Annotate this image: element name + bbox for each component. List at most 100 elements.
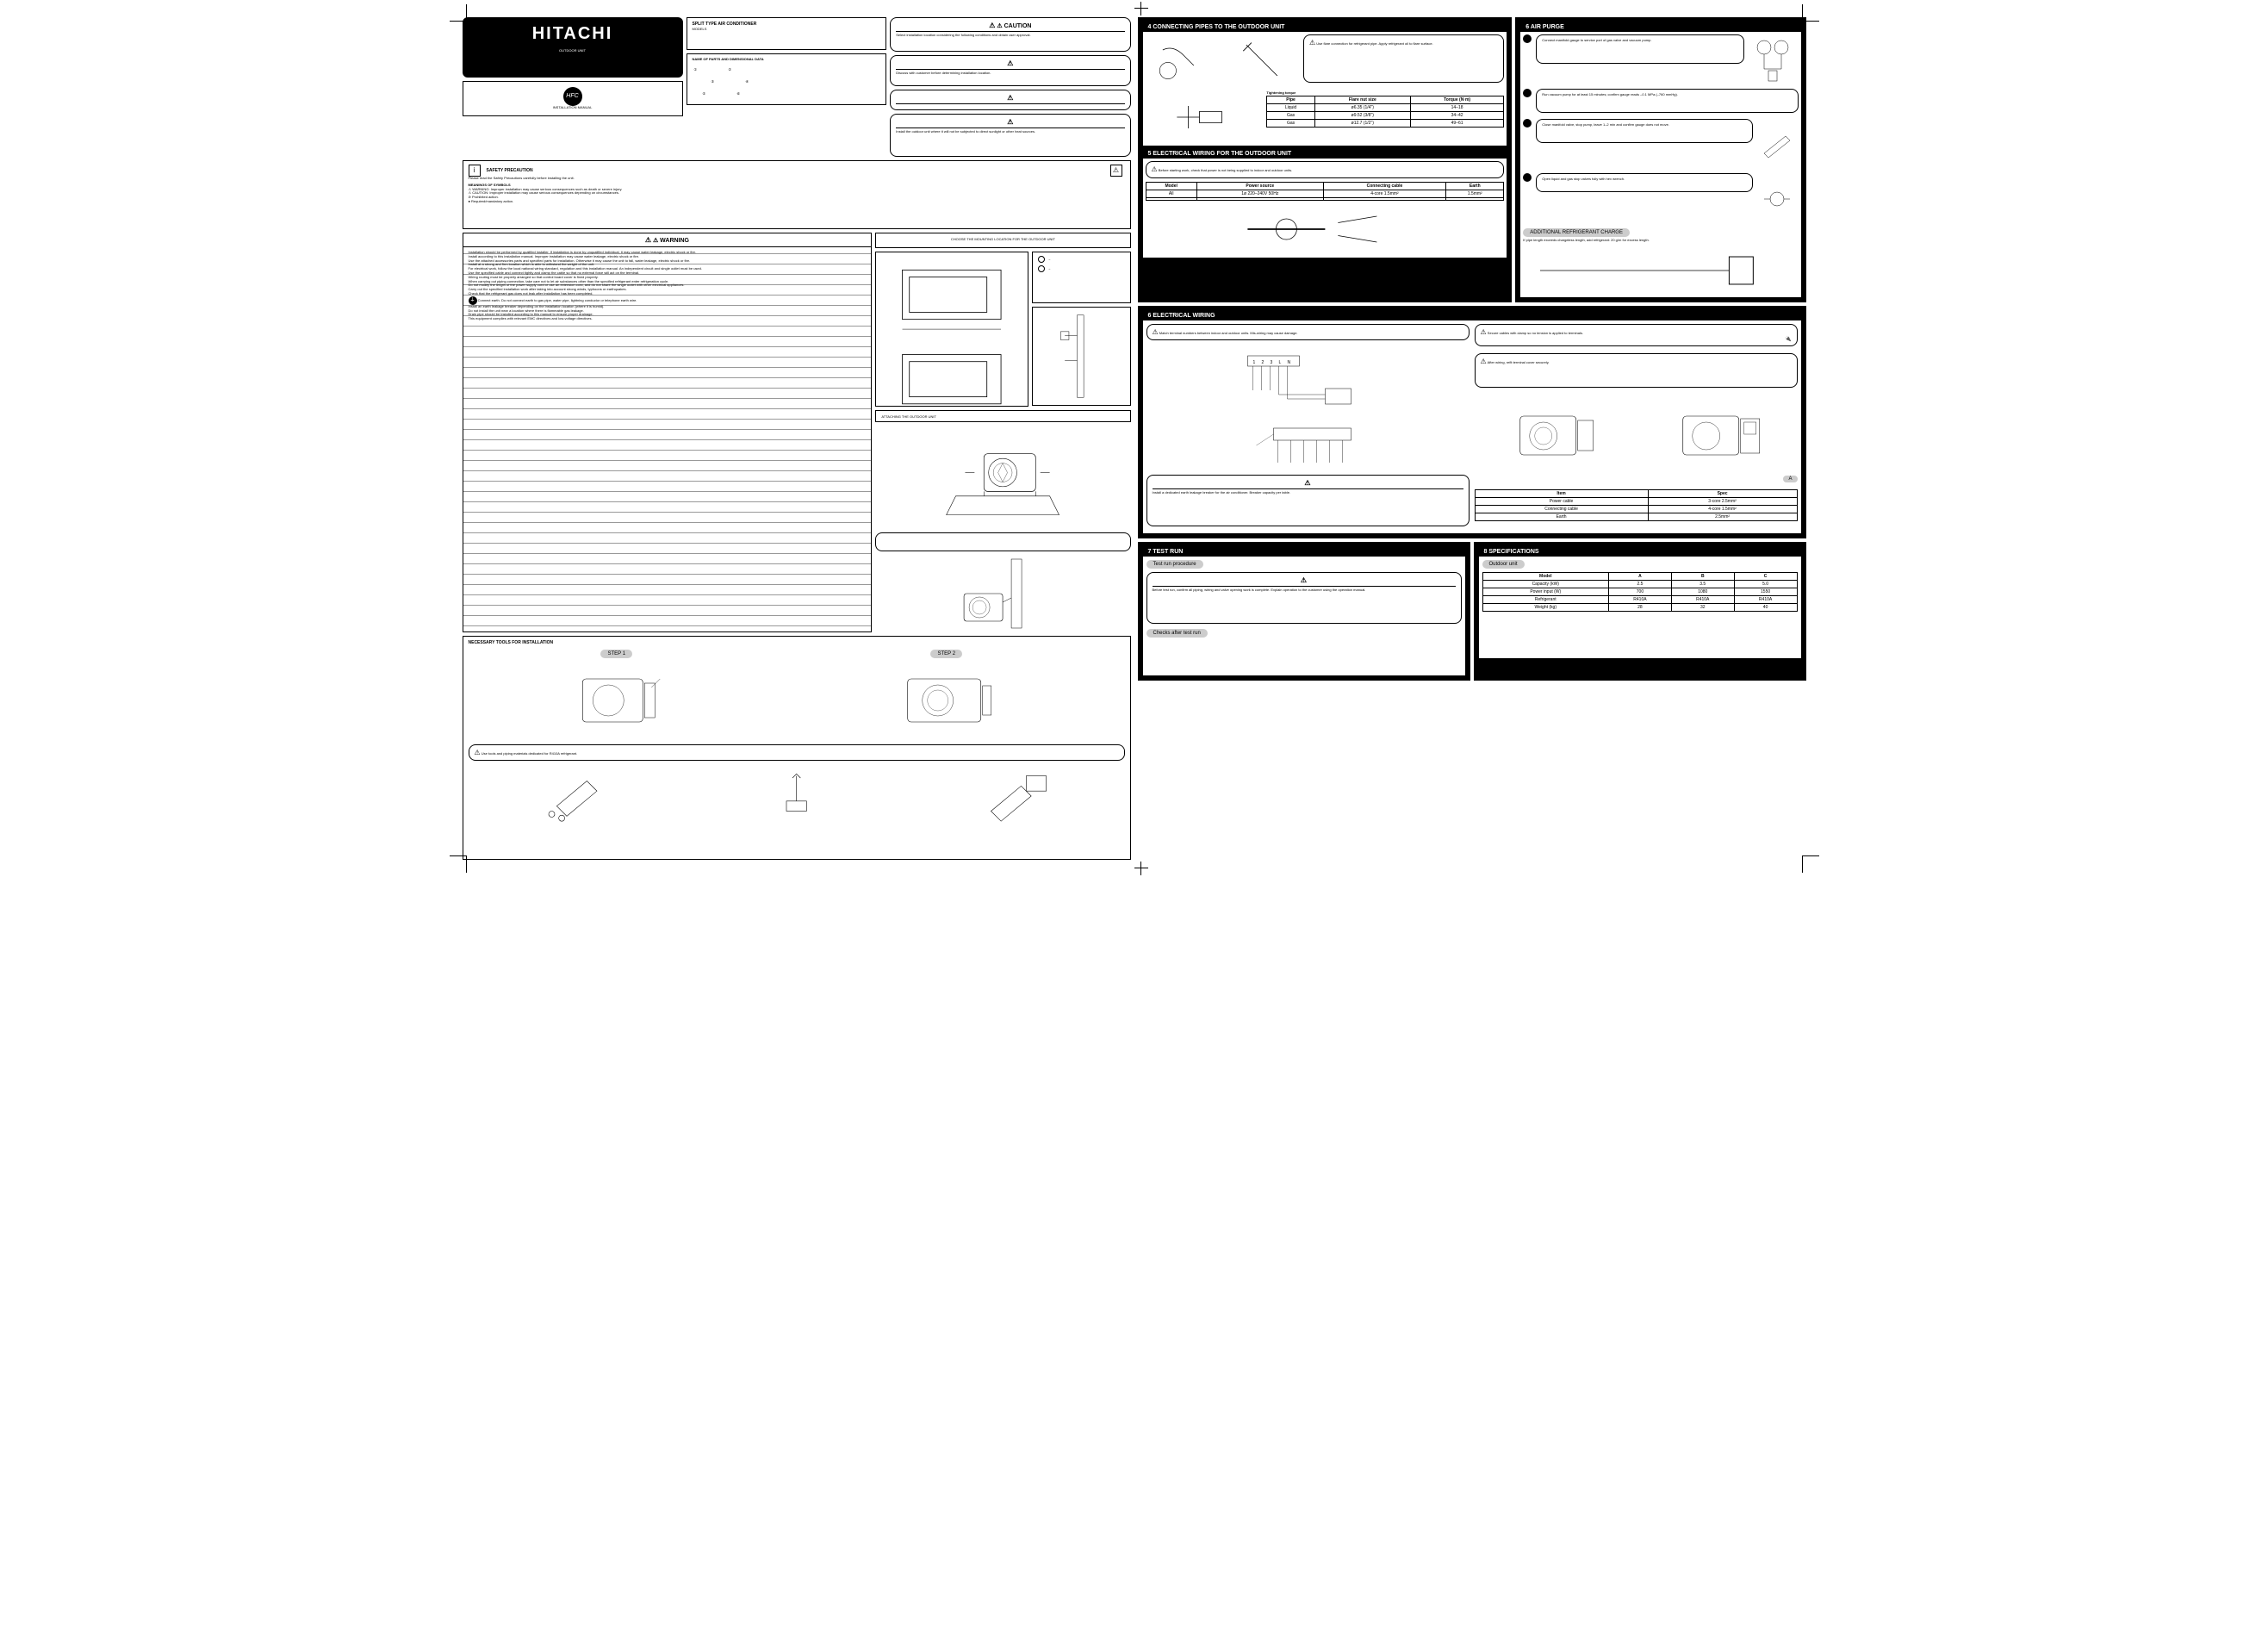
section-header: 8 SPECIFICATIONS: [1479, 547, 1801, 557]
terminal-wiring-diagram: 1 2 3 L N: [1146, 347, 1470, 416]
right-page: 4 CONNECTING PIPES TO THE OUTDOOR UNIT ⚠…: [1138, 17, 1806, 860]
clearance-diagram-left: [875, 252, 1028, 407]
purge-step: Run vacuum pump for at least 15 minutes;…: [1536, 89, 1798, 113]
valve-open-icon: [1755, 173, 1799, 225]
purge-step: Connect manifold gauge to service port o…: [1536, 34, 1743, 64]
crop-mark-icon: [450, 855, 467, 873]
step-bullet-icon: [1523, 173, 1532, 182]
manual-type: INSTALLATION MANUAL: [469, 106, 677, 110]
wall-pipe-diagram: [875, 555, 1130, 632]
caution-box-2: ⚠ Discuss with customer before determini…: [890, 55, 1130, 86]
purge-step: Open liquid and gas stop valves fully wi…: [1536, 173, 1752, 192]
section-header: 6 AIR PURGE: [1520, 22, 1800, 32]
breaker-caution: ⚠ Install a dedicated earth leakage brea…: [1146, 475, 1470, 526]
manifold-diagram-icon: [1747, 34, 1799, 86]
warning-title: ⚠ WARNING: [653, 238, 689, 244]
hex-wrench-icon: [1755, 119, 1799, 171]
step-pill: STEP 1: [600, 650, 632, 658]
outdoor-mounting-diagram: [875, 426, 1130, 529]
wiring-caution-left: ⚠ Match terminal numbers between indoor …: [1146, 324, 1470, 341]
svg-text:2: 2: [1261, 360, 1264, 365]
safety-intro: Please read the Safety Precautions caref…: [469, 177, 1125, 181]
step-bullet-icon: [1523, 34, 1532, 43]
step-pill: STEP 2: [930, 650, 962, 658]
nameplate-box: NAME OF PARTS AND DIMENSIONAL DATA ① ② ③…: [687, 53, 887, 105]
wiring-main-panel: 6 ELECTRICAL WIRING ⚠ Match terminal num…: [1138, 306, 1806, 539]
section-header: 5 ELECTRICAL WIRING FOR THE OUTDOOR UNIT: [1143, 149, 1507, 159]
registration-mark-icon: [1134, 2, 1148, 16]
svg-text:L: L: [1278, 360, 1281, 365]
hfc-panel: HFC INSTALLATION MANUAL: [463, 81, 683, 116]
section-header: 7 TEST RUN: [1143, 547, 1465, 557]
warning-icon: ⚠: [645, 236, 651, 244]
tools-caution-text: Use tools and piping materials dedicated…: [482, 751, 577, 756]
safety-header-box: i SAFETY PRECAUTION ⚠ Please read the Sa…: [463, 160, 1131, 229]
section-header: 6 ELECTRICAL WIRING: [1143, 311, 1801, 320]
wrench-diagram-icon: [1224, 34, 1300, 86]
charge-diagram-icon: [1523, 243, 1798, 295]
brand-badge: HITACHI OUTDOOR UNIT: [463, 17, 683, 78]
test-run-panel: 7 TEST RUN Test run procedure ⚠ Before t…: [1138, 542, 1470, 681]
cable-spec-table: ItemSpec Power cable3-core 2.5mm² Connec…: [1475, 489, 1798, 521]
caution-text: Install the outdoor unit where it will n…: [896, 130, 1124, 134]
outdoor-wiring-diagram-1: [1475, 395, 1635, 472]
crop-mark-icon: [450, 4, 467, 22]
svg-text:N: N: [1287, 360, 1290, 365]
air-purge-panel: 6 AIR PURGE Connect manifold gauge to se…: [1515, 17, 1805, 302]
hfc-badge-icon: HFC: [563, 87, 582, 106]
torque-table: PipeFlare nut sizeTorque (N·m) Liquidø6.…: [1266, 96, 1504, 128]
test-run-pill: Test run procedure: [1146, 560, 1203, 569]
warning-icon: ⚠: [1304, 479, 1310, 487]
specs-table: ModelABC Capacity (kW)2.53.55.0 Power in…: [1482, 572, 1798, 612]
charge-pill: ADDITIONAL REFRIGERANT CHARGE: [1523, 228, 1630, 237]
warning-icon: ⚠: [475, 749, 481, 757]
warning-icon: ⚠: [1153, 328, 1159, 337]
tools-caution: ⚠ Use tools and piping materials dedicat…: [469, 744, 1125, 762]
specs-pill: Outdoor unit: [1482, 560, 1525, 569]
warning-list-box: ⚠ ⚠ WARNING Installation should be perfo…: [463, 233, 873, 632]
step1-diagram: [469, 662, 766, 739]
test-run-pill2: Checks after test run: [1146, 629, 1208, 638]
wiring-caution-r1: ⚠ Secure cables with clamp so no tension…: [1475, 324, 1798, 347]
title-box: SPLIT TYPE AIR CONDITIONER MODELS: [687, 17, 887, 50]
tools-section: NECESSARY TOOLS FOR INSTALLATION STEP 1: [463, 636, 1131, 860]
crop-mark-icon: [1802, 855, 1819, 873]
warning-icon: ⚠: [1007, 59, 1013, 67]
safety-title: SAFETY PRECAUTION: [487, 168, 533, 174]
test-run-caution: ⚠ Before test run, confirm all piping, w…: [1146, 572, 1462, 624]
step2-diagram: [768, 662, 1124, 739]
warning-icon: ⚠: [989, 22, 995, 29]
doc-subtitle: OUTDOOR UNIT: [469, 49, 676, 53]
warning-item: Connect earth. Do not connect earth to g…: [478, 298, 637, 302]
step-bullet-icon: [1523, 119, 1532, 128]
crop-mark-icon: [1802, 4, 1819, 22]
terminal-closeup-diagram: [1146, 420, 1470, 471]
electrical-caution: ⚠ Before starting work, check that power…: [1146, 161, 1505, 178]
plug-icon: 🔌: [1785, 336, 1791, 342]
caution-box-4: ⚠ Install the outdoor unit where it will…: [890, 114, 1130, 157]
clearance-spec-box: → →: [1032, 252, 1131, 303]
warning-triangle-icon: ⚠: [1110, 165, 1122, 177]
piping-electrical-panel: 4 CONNECTING PIPES TO THE OUTDOOR UNIT ⚠…: [1138, 17, 1513, 302]
wiring-caution-r2: ⚠ After wiring, refit terminal cover sec…: [1475, 353, 1798, 388]
warning-icon: ⚠: [1309, 39, 1315, 47]
warning-icon: ⚠: [1152, 165, 1158, 174]
choose-location-title: CHOOSE THE MOUNTING LOCATION FOR THE OUT…: [875, 233, 1130, 248]
warning-icon: ⚠: [1007, 94, 1013, 102]
section-header: 4 CONNECTING PIPES TO THE OUTDOOR UNIT: [1143, 22, 1507, 32]
tools-title: NECESSARY TOOLS FOR INSTALLATION: [469, 640, 1125, 646]
outdoor-wiring-diagram-2: [1637, 395, 1798, 472]
wire-stripping-diagram: [1146, 203, 1505, 255]
bracket-diagram: [1032, 307, 1131, 406]
info-icon: i: [469, 165, 481, 177]
wiring-spec-table: ModelPower sourceConnecting cableEarth A…: [1146, 182, 1505, 201]
warning-icon: ⚠: [1481, 328, 1487, 337]
specs-panel: 8 SPECIFICATIONS Outdoor unit ModelABC C…: [1474, 542, 1806, 681]
caution-label: ⚠ CAUTION: [997, 23, 1031, 29]
svg-text:1: 1: [1252, 360, 1255, 365]
caution-text: Discuss with customer before determining…: [896, 72, 1124, 76]
svg-text:3: 3: [1270, 360, 1272, 365]
models-label: MODELS: [693, 28, 881, 32]
attach-note: [875, 532, 1130, 551]
warning-item: This equipment complies with relevant EM…: [469, 317, 867, 321]
